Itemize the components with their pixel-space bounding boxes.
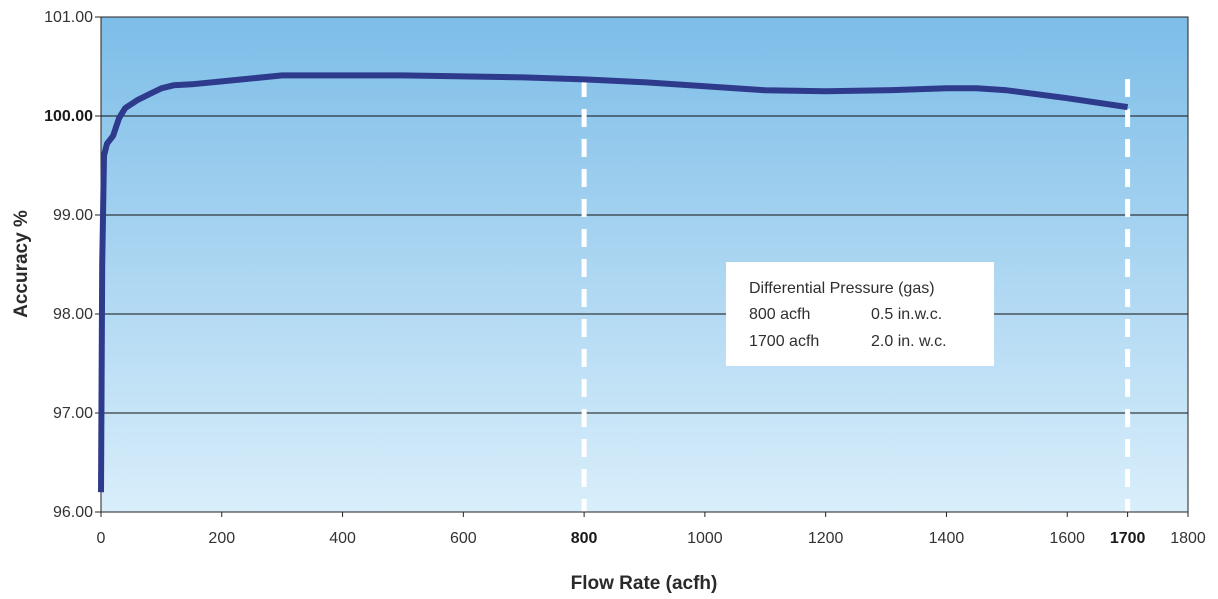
y-tick-label: 100.00 — [44, 108, 93, 125]
x-tick-label: 200 — [208, 530, 235, 547]
y-tick-label: 96.00 — [53, 504, 93, 521]
y-tick-label: 101.00 — [44, 9, 93, 26]
x-axis-label: Flow Rate (acfh) — [571, 573, 718, 594]
annotation-row-flow: 1700 acfh — [749, 333, 819, 350]
annotation-box: Differential Pressure (gas) 800 acfh 0.5… — [726, 262, 994, 366]
x-tick-label: 600 — [450, 530, 477, 547]
x-tick-label: 1600 — [1049, 530, 1085, 547]
plot-area — [101, 17, 1188, 512]
x-tick-label: 1000 — [687, 530, 723, 547]
y-axis-label: Accuracy % — [11, 210, 32, 318]
x-tick-label: 400 — [329, 530, 356, 547]
reference-lines — [581, 79, 1131, 512]
y-tick-label: 98.00 — [53, 306, 93, 323]
x-tick-label: 1400 — [929, 530, 965, 547]
y-tick-label: 97.00 — [53, 405, 93, 422]
annotation-row-pressure: 0.5 in.w.c. — [871, 306, 942, 323]
annotation-row-pressure: 2.0 in. w.c. — [871, 333, 947, 350]
y-tick-label: 99.00 — [53, 207, 93, 224]
x-tick-label: 0 — [97, 530, 106, 547]
annotation-title: Differential Pressure (gas) — [749, 280, 935, 297]
x-tick-label: 800 — [571, 530, 598, 547]
x-tick-label: 1800 — [1170, 530, 1206, 547]
series — [98, 72, 1129, 493]
y-axis-ticks: 96.00 97.00 98.00 99.00 100.00 101.00 — [44, 9, 101, 521]
x-tick-label: 1200 — [808, 530, 844, 547]
series-line — [98, 72, 1129, 493]
x-tick-label: 1700 — [1110, 530, 1146, 547]
annotation-row-flow: 800 acfh — [749, 306, 810, 323]
x-axis-ticks: 0 200 400 600 800 1000 1200 1400 1600 1700 1800 — [97, 512, 1206, 547]
